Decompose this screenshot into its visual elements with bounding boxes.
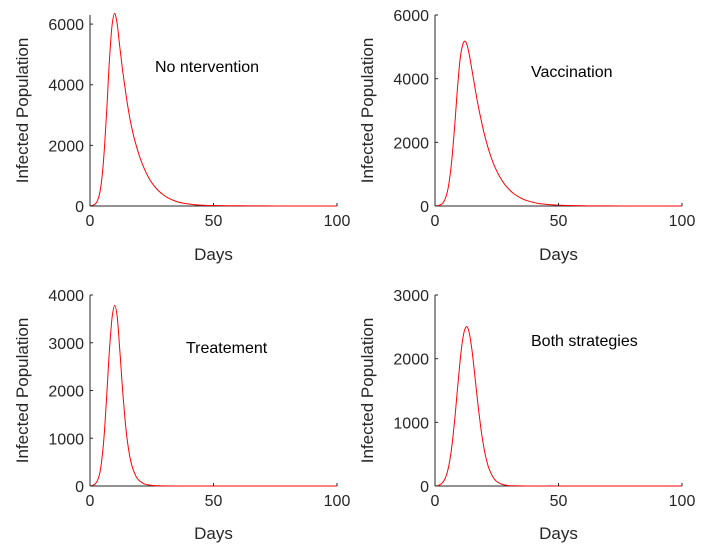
y-tick-label: 4000 [393,72,429,89]
x-tick-label: 50 [550,213,568,230]
y-tick-label: 0 [75,479,84,496]
subplot-vaccination: Vaccination Infected Population Days [358,15,682,264]
x-tick-label: 100 [669,213,696,230]
y-axis-label: Infected Population [13,318,32,464]
x-tick-label: 50 [550,493,568,510]
y-tick-label: 3000 [48,336,84,353]
y-axis-label: Infected Population [358,38,377,184]
annotation-text: Treatement [186,340,268,357]
y-tick-label: 0 [75,199,84,216]
series-line [434,326,682,487]
series-line [434,40,682,207]
x-axis-label: Days [194,245,233,264]
y-axis-label: Infected Population [358,318,377,464]
x-tick-label: 0 [86,213,95,230]
y-tick-label: 4000 [48,78,84,95]
y-tick-label: 2000 [48,384,84,401]
y-tick-label: 2000 [48,138,84,155]
x-axis-label: Days [194,524,233,543]
y-tick-label: 2000 [393,135,429,152]
x-tick-label: 0 [431,493,440,510]
y-tick-label: 0 [420,199,429,216]
y-tick-label: 1000 [48,431,84,448]
y-axis-label: Infected Population [13,38,32,184]
y-tick-label: 0 [420,479,429,496]
annotation-text: Vaccination [531,64,613,81]
subplot-both-strategies: Both strategies Infected Population Days [358,295,682,543]
x-tick-label: 50 [205,493,223,510]
x-tick-label: 0 [86,493,95,510]
x-axis-label: Days [539,245,578,264]
x-axis-label: Days [539,524,578,543]
annotation-text: No ntervention [155,59,259,76]
x-tick-label: 100 [324,493,351,510]
y-tick-label: 6000 [393,8,429,25]
subplot-no-intervention: No ntervention Infected Population Days [13,12,337,264]
y-tick-label: 6000 [48,17,84,34]
x-tick-label: 100 [669,493,696,510]
y-tick-label: 1000 [393,415,429,432]
annotation-text: Both strategies [531,333,638,350]
x-tick-label: 50 [205,213,223,230]
y-tick-label: 3000 [393,288,429,305]
series-line [89,304,337,487]
y-tick-label: 2000 [393,352,429,369]
series-line [89,12,337,207]
subplot-treatement: Treatement Infected Population Days [13,295,337,543]
y-tick-label: 4000 [48,288,84,305]
x-tick-label: 100 [324,213,351,230]
x-tick-label: 0 [431,213,440,230]
